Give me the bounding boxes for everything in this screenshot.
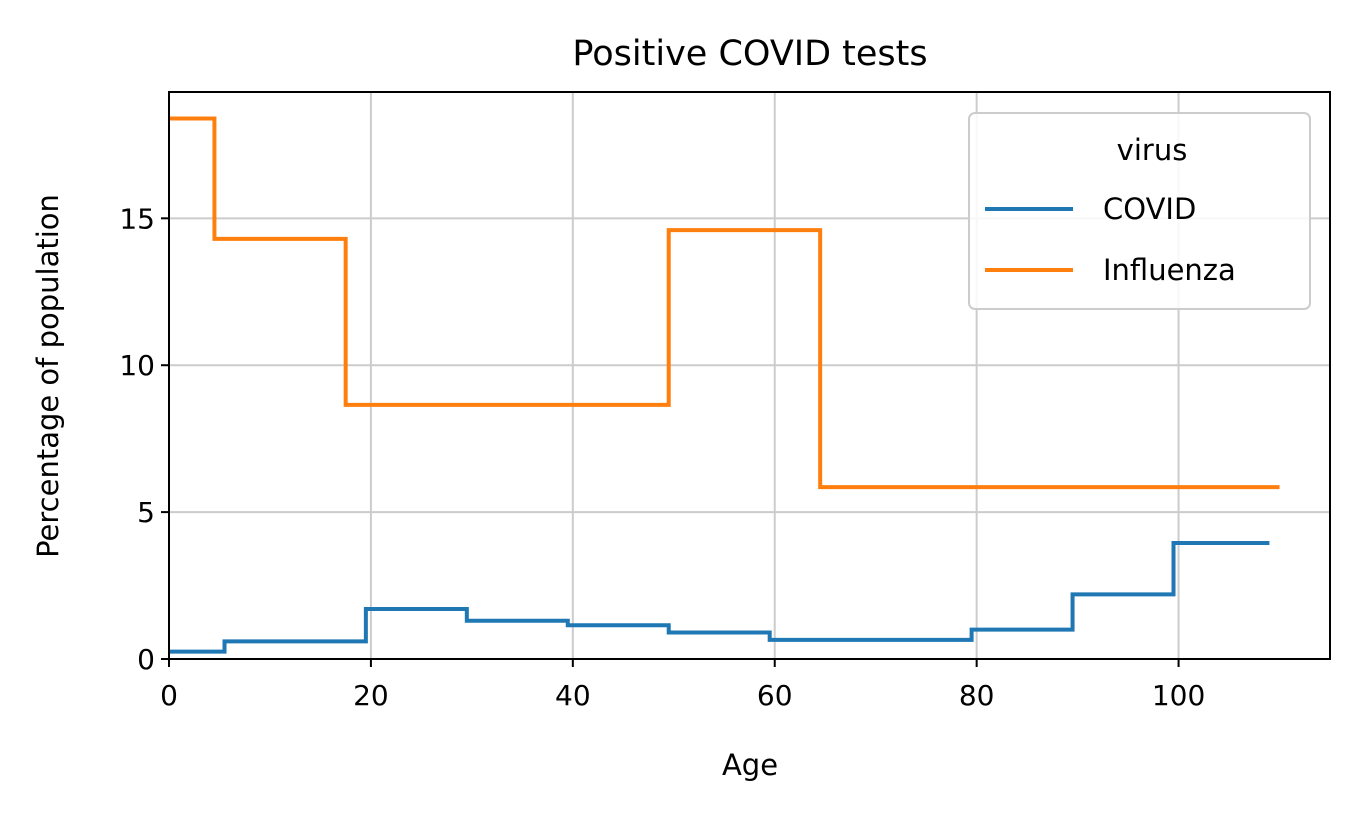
series-line-covid xyxy=(169,540,1270,654)
x-tick-label: 20 xyxy=(353,679,389,712)
series-line-influenza xyxy=(169,116,1280,490)
legend-title: virus xyxy=(1117,133,1188,167)
x-tick-label: 40 xyxy=(555,679,591,712)
ticks: 0 20 40 60 80 100 0 5 10 15 xyxy=(119,202,1205,712)
y-tick-label: 0 xyxy=(137,643,155,676)
x-tick-label: 60 xyxy=(757,679,793,712)
legend-label-covid: COVID xyxy=(1103,192,1196,226)
legend-box xyxy=(968,112,1311,310)
x-tick-label: 0 xyxy=(160,679,178,712)
y-tick-label: 15 xyxy=(119,202,155,235)
x-tick-label: 100 xyxy=(1152,679,1205,712)
legend: virus COVID Influenza xyxy=(968,112,1311,310)
x-axis-label: Age xyxy=(722,748,778,782)
y-tick-label: 10 xyxy=(119,349,155,382)
chart-title: Positive COVID tests xyxy=(572,34,927,74)
plot-frame xyxy=(168,91,1331,660)
legend-label-influenza: Influenza xyxy=(1103,253,1236,287)
y-axis-label: Percentage of population xyxy=(31,194,65,558)
x-tick-label: 80 xyxy=(959,679,995,712)
y-tick-label: 5 xyxy=(137,496,155,529)
series-lines xyxy=(169,116,1280,654)
